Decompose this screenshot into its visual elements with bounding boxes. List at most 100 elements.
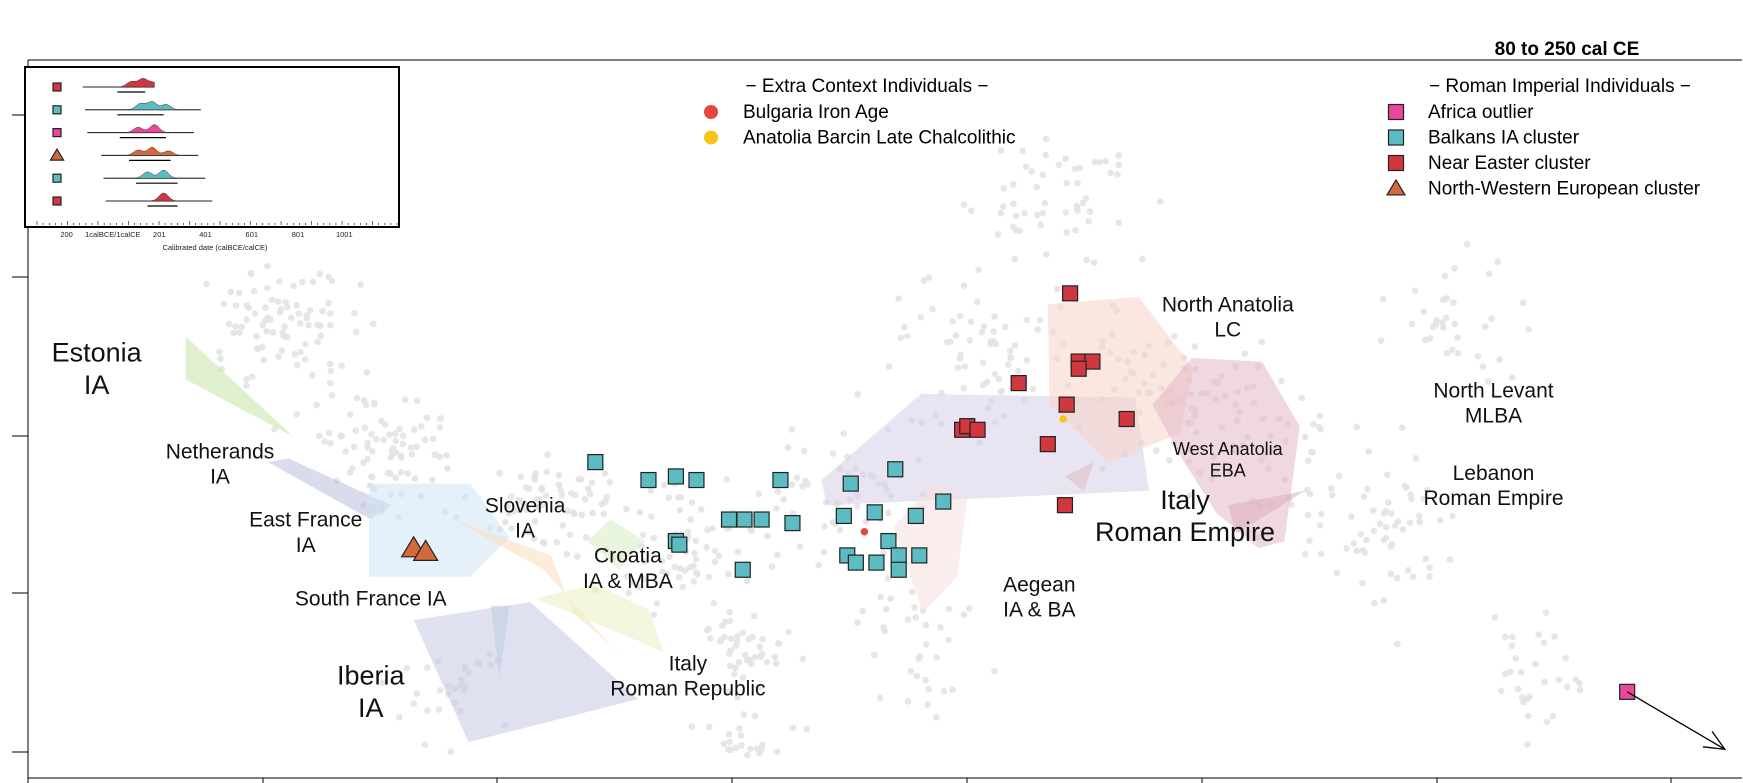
background-point: [581, 495, 589, 503]
near-easter-cluster-point: [1062, 285, 1079, 302]
background-point: [997, 209, 1005, 217]
background-point: [723, 476, 730, 483]
background-point: [684, 528, 692, 536]
background-point: [739, 674, 747, 681]
balkans-ia-cluster-point: [720, 511, 738, 528]
background-point: [715, 552, 723, 560]
background-point: [284, 303, 291, 311]
background-point: [326, 379, 334, 387]
background-point: [726, 608, 733, 616]
background-point: [1387, 510, 1395, 517]
background-point: [895, 295, 902, 302]
background-point: [1562, 655, 1569, 662]
background-point: [507, 493, 515, 500]
background-point: [338, 362, 345, 369]
background-point: [260, 356, 267, 364]
background-point: [293, 302, 300, 309]
background-point: [793, 474, 801, 482]
background-point: [979, 359, 987, 367]
background-point: [1446, 556, 1454, 563]
background-point: [264, 262, 271, 270]
background-point: [967, 318, 975, 326]
background-point: [370, 320, 377, 328]
region-iberia: [413, 602, 639, 743]
background-point: [555, 472, 563, 479]
background-point: [517, 473, 525, 481]
background-point: [1333, 569, 1341, 577]
background-point: [258, 343, 266, 351]
background-point: [1343, 545, 1350, 552]
arrow-head: [1702, 730, 1727, 751]
context-legend-label: Bulgaria Iron Age: [743, 102, 889, 123]
background-point: [544, 451, 551, 459]
background-point: [904, 616, 912, 623]
background-point: [539, 501, 546, 509]
background-point: [803, 725, 810, 733]
background-point: [1302, 551, 1309, 558]
background-point: [364, 439, 371, 447]
balkans-ia-cluster-point: [842, 475, 859, 492]
background-point: [1096, 159, 1103, 166]
background-point: [525, 528, 532, 536]
background-point: [952, 332, 960, 340]
background-point: [1010, 181, 1017, 188]
background-point: [1576, 686, 1584, 694]
background-point: [299, 278, 306, 286]
region-label-line: Croatia: [594, 545, 662, 568]
background-point: [584, 485, 592, 492]
background-point: [1072, 227, 1079, 234]
background-point: [747, 745, 754, 753]
background-point: [1509, 633, 1516, 641]
region-label-line: Roman Empire: [1423, 487, 1563, 510]
background-point: [1540, 639, 1548, 647]
background-point: [1307, 448, 1315, 456]
background-point: [308, 371, 316, 379]
background-point: [940, 687, 948, 695]
background-point: [276, 278, 283, 285]
background-point: [294, 361, 301, 369]
region-label-line: North Levant: [1433, 380, 1553, 403]
background-point: [907, 668, 915, 675]
background-point: [661, 481, 668, 489]
background-point: [380, 436, 388, 444]
background-point: [266, 316, 274, 323]
background-point: [1387, 570, 1395, 578]
background-point: [789, 724, 797, 732]
background-point: [1039, 209, 1047, 217]
background-point: [1298, 394, 1306, 402]
background-point: [1063, 229, 1070, 236]
background-point: [1000, 185, 1008, 192]
background-point: [1555, 676, 1563, 684]
region-label-line: MLBA: [1465, 405, 1522, 428]
background-point: [960, 282, 968, 290]
background-point: [220, 300, 227, 308]
background-point: [884, 575, 892, 582]
background-point: [535, 496, 543, 503]
background-point: [338, 432, 346, 440]
background-point: [346, 411, 354, 418]
background-point: [1102, 157, 1109, 165]
background-point: [413, 690, 421, 697]
background-point: [1138, 255, 1146, 263]
background-point: [665, 494, 673, 502]
background-point: [1062, 209, 1070, 216]
background-point: [1023, 357, 1031, 364]
background-point: [316, 270, 324, 278]
background-point: [901, 323, 908, 331]
background-point: [293, 410, 301, 418]
background-point: [587, 490, 594, 498]
background-point: [429, 435, 437, 443]
background-point: [542, 492, 550, 499]
region-label: Croatia IA & MBA: [583, 545, 673, 593]
background-point: [1420, 308, 1427, 315]
background-point: [313, 401, 320, 409]
background-point: [788, 481, 796, 488]
background-point: [321, 438, 328, 445]
region-label-line: IA: [515, 520, 535, 543]
background-point: [1076, 164, 1083, 172]
background-point: [1316, 522, 1324, 529]
region-label: South France IA: [295, 588, 447, 611]
background-point: [1451, 265, 1458, 272]
background-point: [1439, 319, 1446, 326]
background-point: [1506, 668, 1514, 676]
